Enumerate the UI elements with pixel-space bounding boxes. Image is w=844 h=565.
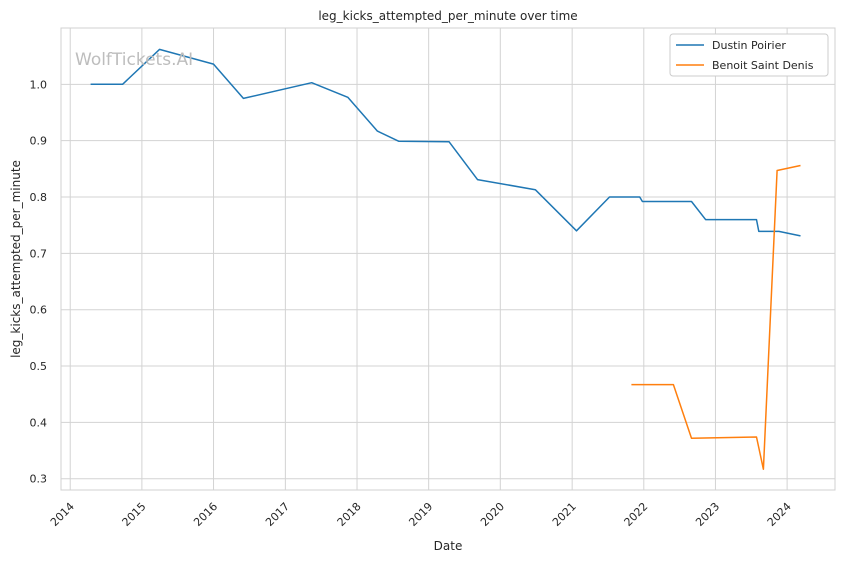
x-tick-label: 2015 xyxy=(120,500,149,529)
y-axis-ticks: 0.3 0.4 0.5 0.6 0.7 0.8 0.9 1.0 xyxy=(30,78,48,485)
chart-title: leg_kicks_attempted_per_minute over time xyxy=(318,9,577,23)
x-tick-label: 2019 xyxy=(406,500,435,529)
series-line-dustin-poirier xyxy=(90,48,801,237)
x-tick-label: 2014 xyxy=(48,500,77,529)
plot-area xyxy=(60,27,836,491)
x-axis-label: Date xyxy=(434,539,463,553)
y-tick-label: 0.5 xyxy=(30,360,48,373)
x-tick-label: 2017 xyxy=(263,500,292,529)
x-tick-label: 2022 xyxy=(622,500,651,529)
y-tick-label: 0.8 xyxy=(30,191,48,204)
y-tick-label: 1.0 xyxy=(30,78,48,91)
y-tick-label: 0.3 xyxy=(30,473,48,486)
y-tick-label: 0.9 xyxy=(30,135,48,148)
x-axis-ticks: 2014 2015 2016 2017 2018 2019 2020 2021 2022 2023… xyxy=(48,500,794,529)
x-tick-label: 2024 xyxy=(765,500,794,529)
legend-label: Benoit Saint Denis xyxy=(712,59,814,72)
grid xyxy=(61,28,835,490)
x-tick-label: 2021 xyxy=(550,500,579,529)
watermark-text: WolfTickets.AI xyxy=(75,50,193,70)
x-tick-label: 2023 xyxy=(693,500,722,529)
x-tick-label: 2018 xyxy=(335,500,364,529)
y-tick-label: 0.6 xyxy=(30,304,48,317)
x-tick-label: 2016 xyxy=(191,500,220,529)
series-lines xyxy=(90,48,801,470)
y-tick-label: 0.4 xyxy=(30,416,48,429)
series-line-benoit-saint-denis xyxy=(631,164,801,470)
legend-label: Dustin Poirier xyxy=(712,39,786,52)
legend: Dustin Poirier Benoit Saint Denis xyxy=(669,33,829,77)
legend-box xyxy=(669,33,829,77)
y-tick-label: 0.7 xyxy=(30,247,48,260)
x-tick-label: 2020 xyxy=(478,500,507,529)
y-axis-label: leg_kicks_attempted_per_minute xyxy=(9,160,23,358)
